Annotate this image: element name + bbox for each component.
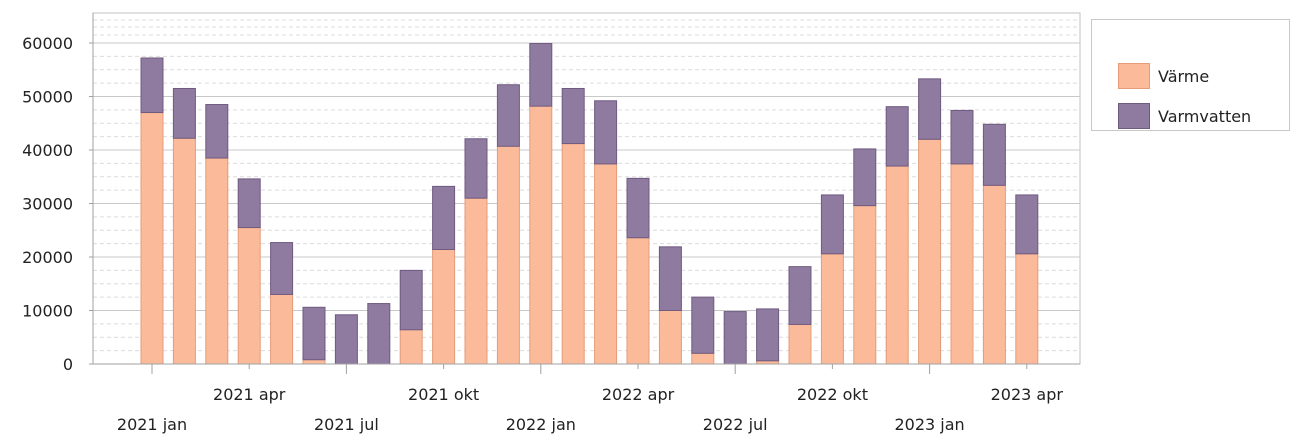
bar-varmvatten-2022-10 (820, 194, 844, 255)
legend: Värme Varmvatten (1091, 19, 1290, 131)
bar-varme-2022-10 (820, 253, 844, 365)
y-tick-label-60000: 60000 (22, 34, 73, 53)
bar-varmvatten-2021-05 (270, 242, 294, 295)
bar-varmvatten-2022-02 (561, 87, 585, 145)
bar-varmvatten-2021-12 (496, 84, 520, 147)
bar-varmvatten-2021-11 (464, 138, 488, 199)
bar-varme-2023-02 (950, 163, 974, 365)
legend-label-varme: Värme (1158, 66, 1210, 86)
bar-varmvatten-2021-03 (205, 104, 229, 159)
x-tick-label-2022-okt: 2022 okt (797, 385, 868, 404)
y-tick-label-0: 0 (63, 355, 73, 374)
bar-varmvatten-2022-11 (853, 148, 877, 207)
bar-varmvatten-2023-01 (918, 78, 942, 140)
bar-varme-2022-02 (561, 143, 585, 365)
bar-varme-2021-04 (237, 227, 261, 365)
bar-varme-2022-06 (691, 352, 715, 365)
bar-varme-2021-02 (172, 137, 196, 365)
x-tick-label-2022-jul: 2022 jul (703, 415, 768, 434)
bar-varmvatten-2023-02 (950, 109, 974, 165)
y-tick-label-20000: 20000 (22, 248, 73, 267)
bar-varme-2023-01 (918, 138, 942, 365)
bar-varmvatten-2022-04 (626, 177, 650, 239)
legend-swatch-varmvatten (1118, 103, 1150, 129)
bar-varmvatten-2023-03 (982, 123, 1006, 186)
bar-varme-2021-09 (399, 329, 423, 365)
bars (140, 43, 1039, 365)
legend-swatch-varme (1118, 63, 1150, 89)
legend-item-varmvatten: Varmvatten (1118, 103, 1251, 129)
bar-varmvatten-2021-10 (432, 185, 456, 251)
legend-item-varme: Värme (1118, 63, 1209, 89)
x-tick-label-2021-apr: 2021 apr (213, 385, 286, 404)
bar-varme-2021-01 (140, 112, 164, 365)
bar-varme-2023-04 (1015, 253, 1039, 365)
bar-varmvatten-2021-01 (140, 57, 164, 114)
bar-varme-2023-03 (982, 184, 1006, 365)
bar-varmvatten-2021-04 (237, 178, 261, 229)
bar-varmvatten-2022-03 (594, 100, 618, 165)
bar-varme-2022-12 (885, 165, 909, 365)
x-tick-label-2022-jan: 2022 jan (506, 415, 576, 434)
x-tick-label-2021-jan: 2021 jan (117, 415, 187, 434)
bar-varmvatten-2022-07 (723, 311, 747, 365)
bar-varme-2022-05 (658, 310, 682, 365)
y-tick-label-10000: 10000 (22, 302, 73, 321)
bar-varmvatten-2022-01 (529, 43, 553, 107)
bar-varme-2022-03 (594, 163, 618, 365)
y-axis: 0 10000 20000 30000 40000 50000 60000 (22, 13, 94, 374)
bar-varmvatten-2022-05 (658, 246, 682, 312)
bar-varme-2021-11 (464, 197, 488, 365)
bar-varme-2021-12 (496, 145, 520, 365)
x-tick-label-2023-jan: 2023 jan (894, 415, 964, 434)
bar-varme-2021-10 (432, 249, 456, 365)
bar-varmvatten-2021-02 (172, 87, 196, 139)
bar-varmvatten-2022-09 (788, 266, 812, 325)
y-tick-label-50000: 50000 (22, 88, 73, 107)
x-tick-label-2022-apr: 2022 apr (602, 385, 675, 404)
bar-varme-2022-11 (853, 205, 877, 365)
bar-varmvatten-2021-06 (302, 306, 326, 361)
legend-label-varmvatten: Varmvatten (1158, 106, 1252, 126)
bar-varmvatten-2023-04 (1015, 194, 1039, 255)
x-tick-label-2021-okt: 2021 okt (408, 385, 479, 404)
bar-varme-2022-09 (788, 323, 812, 365)
bar-varme-2022-01 (529, 105, 553, 365)
bar-varme-2021-03 (205, 157, 229, 365)
y-tick-label-30000: 30000 (22, 195, 73, 214)
x-tick-label-2023-apr: 2023 apr (991, 385, 1064, 404)
bar-varmvatten-2021-07 (334, 314, 358, 365)
bar-varmvatten-2022-06 (691, 296, 715, 354)
x-tick-label-2021-jul: 2021 jul (314, 415, 379, 434)
y-tick-label-40000: 40000 (22, 141, 73, 160)
bar-varmvatten-2022-08 (756, 308, 780, 362)
bar-varme-2021-06 (302, 359, 326, 365)
bar-varme-2021-05 (270, 293, 294, 365)
bar-varmvatten-2021-08 (367, 303, 391, 365)
bar-varmvatten-2022-12 (885, 106, 909, 167)
bar-varmvatten-2021-09 (399, 269, 423, 331)
bar-varme-2022-04 (626, 237, 650, 365)
x-axis: 2021 jan 2021 apr 2021 jul 2021 okt 2022 jan… (93, 363, 1080, 434)
